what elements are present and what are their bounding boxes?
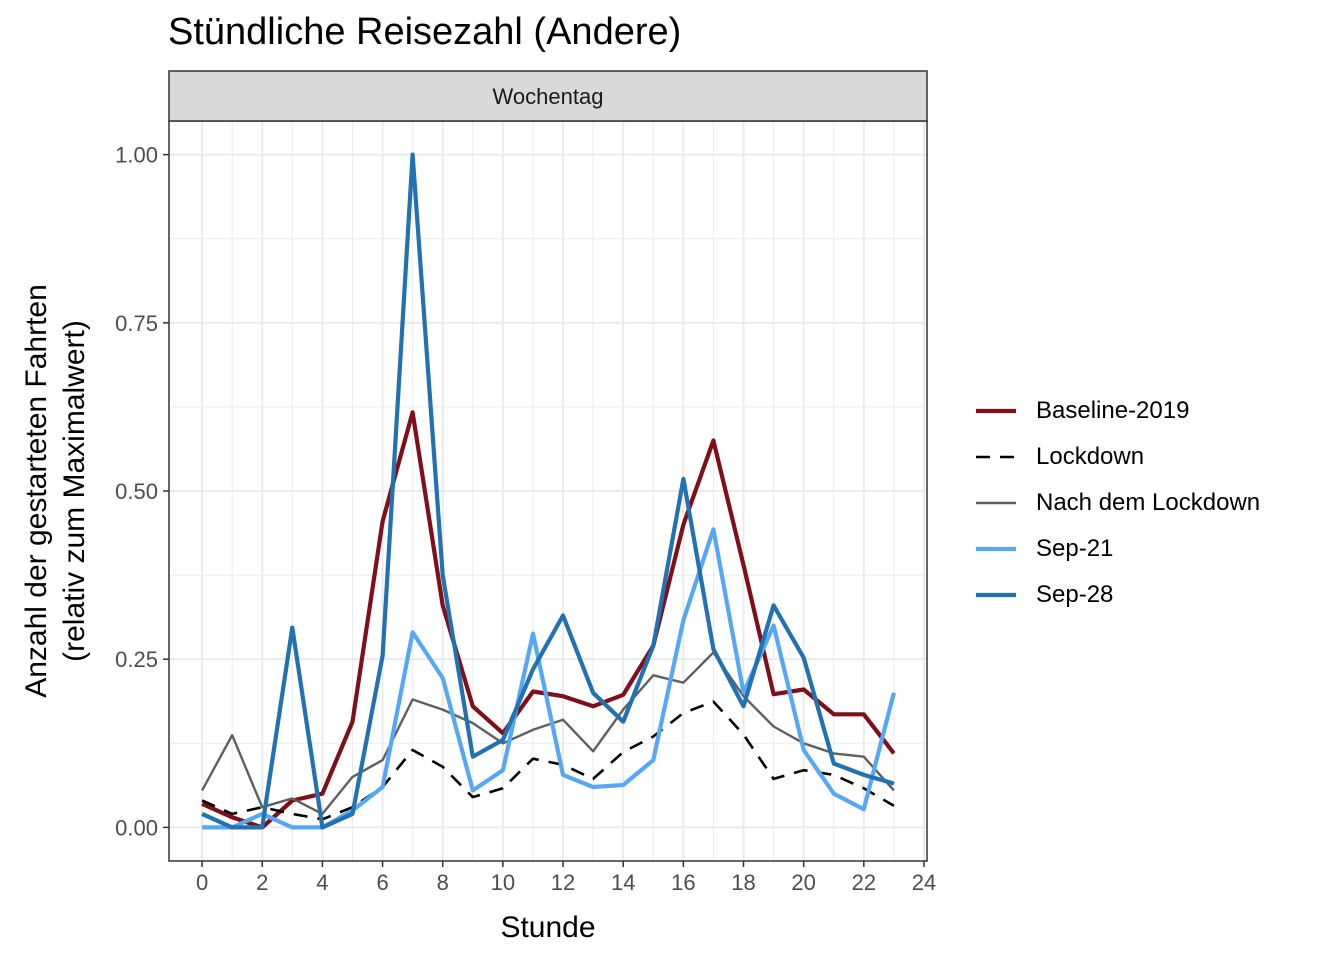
legend-key (976, 592, 1016, 598)
series-line-sep-21 (202, 527, 896, 830)
y-axis: 0.00 0.25 0.50 0.75 1.00 (115, 143, 169, 840)
x-tick-label: 12 (551, 870, 575, 895)
legend-item: Sep-28 (974, 572, 1260, 618)
x-tick-label: 16 (671, 870, 695, 895)
y-axis-title-line-2: (relativ zum Maximalwert) (58, 320, 91, 662)
x-tick-label: 10 (491, 870, 515, 895)
legend-key (976, 408, 1016, 414)
series-line-sep-28 (201, 152, 895, 830)
y-tick-label: 0.50 (115, 479, 158, 504)
x-tick-label: 8 (437, 870, 449, 895)
legend-label: Sep-28 (1036, 581, 1114, 608)
legend-label: Nach dem Lockdown (1036, 489, 1261, 516)
x-tick-label: 20 (791, 870, 815, 895)
facet-strip-label: Wochentag (493, 84, 604, 109)
y-axis-title: Anzahl der gestarteten Fahrten (relativ … (20, 284, 91, 698)
x-tick-label: 0 (196, 870, 208, 895)
series-layer (201, 152, 896, 830)
x-tick-label: 24 (912, 870, 936, 895)
y-tick-label: 0.75 (115, 311, 158, 336)
chart-title: Stündliche Reisezahl (Andere) (168, 11, 682, 53)
series-line-lockdown (201, 700, 895, 821)
x-tick-label: 22 (852, 870, 876, 895)
x-axis: 0 2 4 6 8 10 12 14 16 18 20 22 24 (196, 861, 936, 895)
x-tick-label: 4 (316, 870, 328, 895)
legend-label: Lockdown (1036, 443, 1145, 470)
facet-strip-background (168, 70, 928, 122)
legend-label: Sep-21 (1036, 535, 1114, 562)
y-axis-title-line-1: Anzahl der gestarteten Fahrten (20, 284, 53, 698)
y-tick-label: 1.00 (115, 143, 158, 168)
legend-item: Nach dem Lockdown (974, 480, 1260, 526)
facet-strip: Wochentag (168, 70, 928, 122)
legend-item: Sep-21 (974, 526, 1260, 572)
y-tick-label: 0.00 (115, 815, 158, 840)
x-tick-label: 14 (611, 870, 635, 895)
x-axis-title: Stunde (500, 911, 595, 944)
legend-key (976, 455, 1016, 459)
x-tick-label: 18 (731, 870, 755, 895)
series-line-nach-dem-lockdown (201, 651, 895, 816)
legend-item: Baseline-2019 (974, 388, 1260, 434)
x-tick-label: 6 (376, 870, 388, 895)
legend-key (976, 501, 1016, 505)
x-tick-label: 2 (256, 870, 268, 895)
y-tick-label: 0.25 (115, 647, 158, 672)
legend-label: Baseline-2019 (1036, 397, 1190, 424)
legend-item: Lockdown (974, 434, 1260, 480)
legend: Baseline-2019 Lockdown Nach dem Lockdown Se… (974, 388, 1260, 618)
legend-key (976, 546, 1016, 552)
major-gridlines (169, 121, 927, 861)
